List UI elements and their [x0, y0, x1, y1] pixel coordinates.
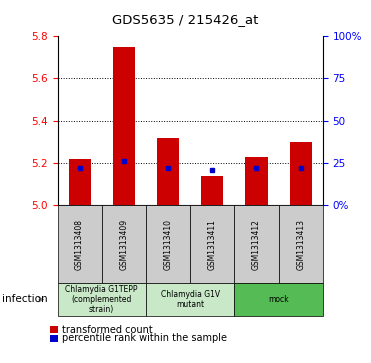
Text: GSM1313411: GSM1313411 — [208, 219, 217, 270]
Text: mock: mock — [268, 295, 289, 304]
Text: GSM1313410: GSM1313410 — [164, 219, 173, 270]
Text: Chlamydia G1V
mutant: Chlamydia G1V mutant — [161, 290, 220, 309]
Text: percentile rank within the sample: percentile rank within the sample — [62, 333, 227, 343]
Bar — [245, 156, 267, 205]
Bar — [157, 138, 179, 205]
Text: GDS5635 / 215426_at: GDS5635 / 215426_at — [112, 13, 259, 26]
Text: transformed count: transformed count — [62, 325, 153, 335]
Text: GSM1313408: GSM1313408 — [75, 219, 84, 270]
Text: GSM1313409: GSM1313409 — [119, 219, 128, 270]
Bar — [69, 159, 91, 205]
Bar — [113, 47, 135, 205]
Bar — [290, 142, 312, 205]
Bar — [201, 176, 223, 205]
Text: infection: infection — [2, 294, 47, 305]
Text: GSM1313413: GSM1313413 — [296, 219, 305, 270]
Text: GSM1313412: GSM1313412 — [252, 219, 261, 270]
Text: Chlamydia G1TEPP
(complemented
strain): Chlamydia G1TEPP (complemented strain) — [65, 285, 138, 314]
